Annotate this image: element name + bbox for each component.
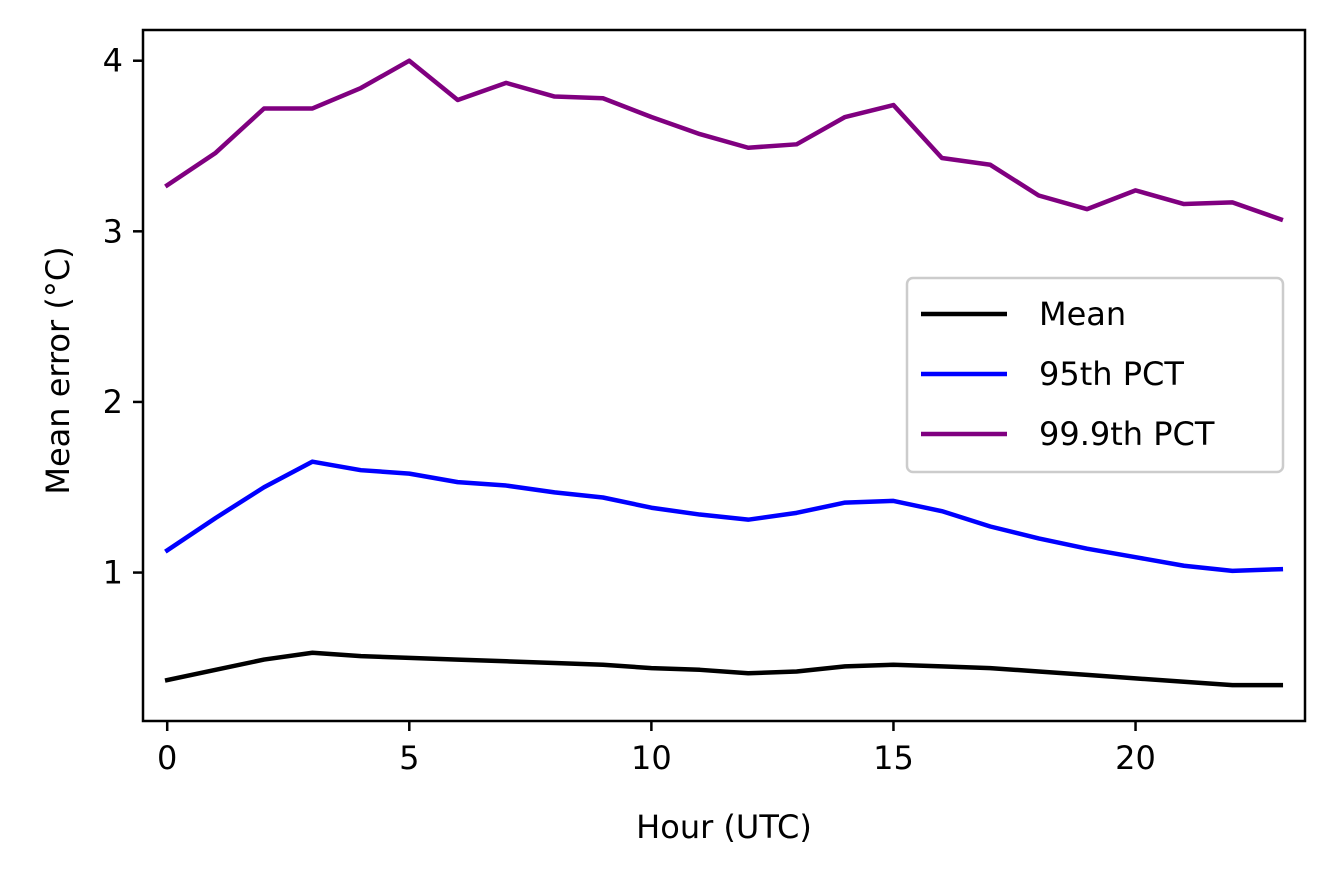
- x-tick-label: 10: [631, 739, 672, 777]
- legend-label-95th-pct: 95th PCT: [1039, 355, 1184, 393]
- y-axis-label: Mean error (°C): [39, 246, 77, 494]
- legend-label-mean: Mean: [1039, 295, 1126, 333]
- y-axis: 1 2 3 4: [103, 42, 143, 592]
- x-tick-label: 0: [157, 739, 177, 777]
- y-tick-label: 1: [103, 554, 123, 592]
- x-tick-label: 20: [1115, 739, 1156, 777]
- x-tick-label: 5: [399, 739, 419, 777]
- series-line-mean: [164, 650, 1284, 688]
- legend: Mean 95th PCT 99.9th PCT: [905, 276, 1285, 474]
- y-tick-label: 3: [103, 212, 123, 250]
- x-axis: 0 5 10 15 20: [157, 721, 1156, 777]
- x-tick-label: 15: [873, 739, 914, 777]
- y-tick-label: 4: [103, 42, 123, 80]
- series-layer: [164, 58, 1284, 688]
- x-axis-label: Hour (UTC): [636, 808, 812, 846]
- y-tick-label: 2: [103, 383, 123, 421]
- legend-box: [905, 276, 1285, 474]
- series-line-99-9th-pct: [164, 58, 1284, 223]
- legend-label-99-9th-pct: 99.9th PCT: [1039, 415, 1215, 453]
- plot-frame: [141, 28, 1307, 723]
- series-line-95th-pct: [164, 459, 1284, 574]
